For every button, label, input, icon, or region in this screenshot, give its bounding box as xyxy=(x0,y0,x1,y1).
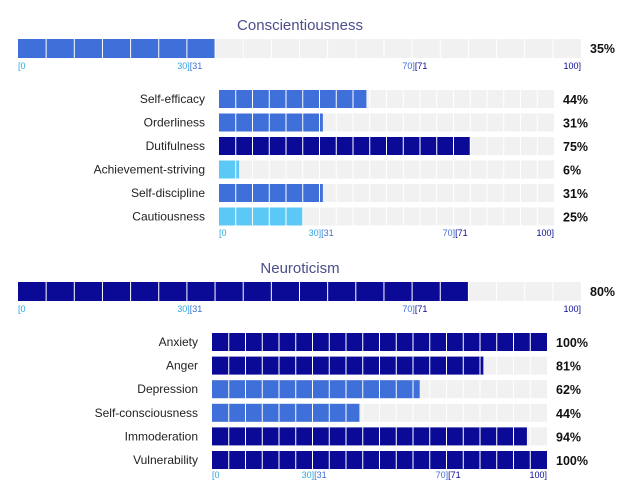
conscientiousness-achievement-striving-bar xyxy=(219,160,554,179)
neuroticism-label-vulnerability: Vulnerability xyxy=(133,453,198,467)
neuroticism-overall-bar xyxy=(18,282,581,301)
conscientiousness-label-self-discipline: Self-discipline xyxy=(131,186,205,200)
neuroticism-self-consciousness-fill xyxy=(212,403,360,422)
conscientiousness-label-achievement-striving: Achievement-striving xyxy=(94,163,205,177)
conscientiousness-self-efficacy-bar xyxy=(219,90,554,108)
neuroticism-value-anger: 81% xyxy=(556,360,581,374)
neuroticism-immoderation-fill xyxy=(212,427,527,446)
neuroticism-facets-tick-70-71: 70][71 xyxy=(436,470,461,480)
neuroticism-overall-tick-0: [0 xyxy=(18,304,26,314)
neuroticism-overall-tick-100: 100] xyxy=(563,304,581,314)
conscientiousness-value-achievement-striving: 6% xyxy=(563,164,581,178)
neuroticism-value-self-consciousness: 44% xyxy=(556,407,581,421)
conscientiousness-orderliness-fill xyxy=(219,113,323,132)
conscientiousness-cautiousness-fill xyxy=(219,207,303,226)
conscientiousness-overall-tick-100: 100] xyxy=(563,61,581,71)
neuroticism-overall-tick-70-71: 70][71 xyxy=(402,304,427,314)
neuroticism-vulnerability-bar xyxy=(212,451,547,469)
conscientiousness-achievement-striving-fill xyxy=(219,160,240,179)
conscientiousness-facets-tick-30-31: 30][31 xyxy=(309,228,334,238)
conscientiousness-value-self-discipline: 31% xyxy=(563,187,588,201)
conscientiousness-label-self-efficacy: Self-efficacy xyxy=(140,92,205,106)
conscientiousness-overall-value: 35% xyxy=(590,42,615,56)
conscientiousness-facets-tick-100: 100] xyxy=(536,228,554,238)
neuroticism-value-depression: 62% xyxy=(556,383,581,397)
neuroticism-self-consciousness-bar xyxy=(212,403,547,422)
neuroticism-facets-tick-30-31: 30][31 xyxy=(302,470,327,480)
neuroticism-label-anger: Anger xyxy=(166,359,198,373)
conscientiousness-facets-tick-70-71: 70][71 xyxy=(443,228,468,238)
neuroticism-anxiety-bar xyxy=(212,333,547,351)
conscientiousness-value-self-efficacy: 44% xyxy=(563,93,588,107)
neuroticism-value-vulnerability: 100% xyxy=(556,454,588,468)
conscientiousness-self-efficacy-fill xyxy=(219,90,367,108)
neuroticism-immoderation-bar xyxy=(212,427,547,446)
conscientiousness-label-cautiousness: Cautiousness xyxy=(132,210,205,224)
conscientiousness-orderliness-bar xyxy=(219,113,554,132)
neuroticism-title: Neuroticism xyxy=(260,260,339,277)
conscientiousness-overall-bar xyxy=(18,39,581,58)
neuroticism-overall-value: 80% xyxy=(590,285,615,299)
conscientiousness-dutifulness-fill xyxy=(219,137,471,155)
conscientiousness-overall-tick-30-31: 30][31 xyxy=(177,61,202,71)
conscientiousness-overall-fill xyxy=(18,39,216,58)
conscientiousness-value-orderliness: 31% xyxy=(563,117,588,131)
neuroticism-anger-fill xyxy=(212,356,484,375)
neuroticism-label-self-consciousness: Self-consciousness xyxy=(95,406,198,420)
conscientiousness-self-discipline-bar xyxy=(219,184,554,202)
conscientiousness-overall-tick-70-71: 70][71 xyxy=(402,61,427,71)
neuroticism-value-anxiety: 100% xyxy=(556,336,588,350)
conscientiousness-title: Conscientiousness xyxy=(237,17,363,34)
conscientiousness-cautiousness-bar xyxy=(219,207,554,226)
neuroticism-value-immoderation: 94% xyxy=(556,430,581,444)
conscientiousness-value-cautiousness: 25% xyxy=(563,211,588,225)
conscientiousness-label-orderliness: Orderliness xyxy=(144,116,205,130)
neuroticism-facets-tick-0: [0 xyxy=(212,470,220,480)
conscientiousness-facets-tick-0: [0 xyxy=(219,228,227,238)
neuroticism-facets-tick-100: 100] xyxy=(529,470,547,480)
neuroticism-anger-bar xyxy=(212,356,547,375)
neuroticism-label-immoderation: Immoderation xyxy=(125,429,198,443)
neuroticism-depression-fill xyxy=(212,380,420,399)
neuroticism-label-depression: Depression xyxy=(137,382,198,396)
conscientiousness-value-dutifulness: 75% xyxy=(563,140,588,154)
conscientiousness-overall-tick-0: [0 xyxy=(18,61,26,71)
neuroticism-label-anxiety: Anxiety xyxy=(159,335,198,349)
conscientiousness-self-discipline-fill xyxy=(219,184,323,202)
neuroticism-overall-tick-30-31: 30][31 xyxy=(177,304,202,314)
conscientiousness-label-dutifulness: Dutifulness xyxy=(146,139,205,153)
neuroticism-depression-bar xyxy=(212,380,547,399)
conscientiousness-dutifulness-bar xyxy=(219,137,554,155)
